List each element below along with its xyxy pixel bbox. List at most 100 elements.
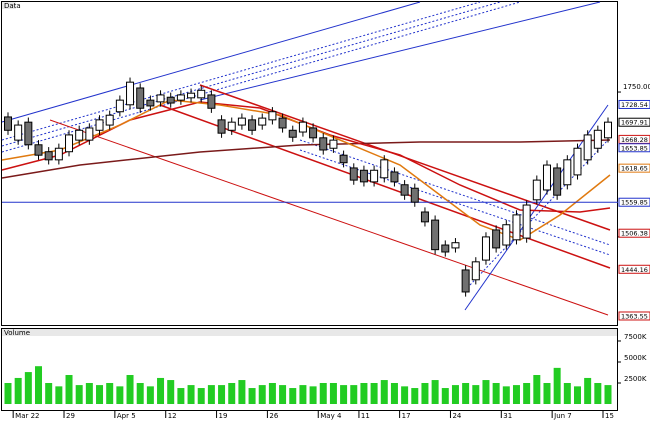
x-tick-label: May 4 xyxy=(320,412,342,420)
volume-bar xyxy=(502,386,510,404)
candle-body xyxy=(288,129,297,138)
volume-bar xyxy=(472,385,480,404)
volume-bar xyxy=(482,380,490,404)
x-tick-label: 12 xyxy=(168,412,177,420)
price-marker-label: 1618.65 xyxy=(621,165,648,173)
volume-bar xyxy=(187,385,195,404)
volume-bar xyxy=(563,382,571,404)
candle-body xyxy=(542,164,551,191)
channel-line xyxy=(1,1,421,123)
volume-bar xyxy=(126,375,134,404)
volume-bar xyxy=(4,382,12,404)
volume-bar xyxy=(573,386,581,404)
moving-average xyxy=(1,101,611,213)
candle-body xyxy=(268,111,277,121)
volume-title: Volume xyxy=(4,329,30,337)
price-marker-label: 1653.85 xyxy=(621,144,648,152)
volume-bar xyxy=(401,386,409,404)
volume-bar xyxy=(329,382,337,404)
candle-body xyxy=(481,236,490,261)
candle-body xyxy=(492,229,501,249)
volume-bar xyxy=(350,385,358,404)
volume-bar xyxy=(299,385,307,404)
volume-bar xyxy=(543,382,551,404)
volume-bar xyxy=(309,386,317,404)
volume-bar xyxy=(523,382,531,404)
x-tick-label: 31 xyxy=(503,412,512,420)
volume-bar xyxy=(218,385,226,404)
volume-bar xyxy=(65,375,73,404)
channel-line xyxy=(1,1,501,147)
price-marker xyxy=(618,228,650,238)
candle-body xyxy=(14,124,23,141)
price-marker-label: 1668.28 xyxy=(621,136,648,144)
y-tick-label: 5000K xyxy=(624,354,647,362)
candle-body xyxy=(471,261,480,281)
candle-body xyxy=(319,137,328,151)
candle-body xyxy=(329,139,338,149)
candle-body xyxy=(400,184,409,196)
volume-bar xyxy=(268,382,276,404)
candle-body xyxy=(420,211,429,223)
candle-body xyxy=(34,144,43,156)
volume-bar xyxy=(106,382,114,404)
candle-body xyxy=(309,127,318,139)
x-tick-label: 15 xyxy=(605,412,614,420)
candle-body xyxy=(339,154,348,164)
candle-body xyxy=(115,99,124,113)
volume-bar xyxy=(451,385,459,404)
price-marker xyxy=(618,311,650,321)
volume-bar xyxy=(197,388,205,404)
price-marker xyxy=(618,264,650,274)
y-tick-label: 2500K xyxy=(624,375,647,383)
volume-bar xyxy=(604,385,612,404)
price-title: Data xyxy=(4,2,21,10)
volume-bar xyxy=(533,375,541,404)
candle-body xyxy=(248,119,257,131)
price-marker-label: 1728.54 xyxy=(621,101,648,109)
channel-line xyxy=(299,149,611,256)
candle-body xyxy=(136,87,145,109)
volume-bar xyxy=(35,366,43,404)
candle-body xyxy=(176,94,185,101)
volume-bar xyxy=(136,382,144,404)
volume-bar xyxy=(279,385,287,404)
channel-line xyxy=(159,104,611,269)
candle-body xyxy=(4,116,12,131)
candle-body xyxy=(441,244,450,253)
volume-bar xyxy=(45,382,53,404)
volume-bar xyxy=(116,386,124,404)
candle-body xyxy=(105,114,114,126)
volume-bar xyxy=(319,382,327,404)
x-tick-label: Apr 5 xyxy=(117,412,136,420)
volume-bar xyxy=(553,367,561,404)
volume-bar xyxy=(411,388,419,404)
candle-body xyxy=(278,117,287,129)
candle-body xyxy=(512,214,521,241)
moving-average xyxy=(1,139,611,179)
volume-bar xyxy=(594,382,602,404)
candle-body xyxy=(95,119,104,131)
candle-body xyxy=(370,169,379,183)
candle-body xyxy=(24,121,33,146)
candle-body xyxy=(258,117,267,126)
candle-body xyxy=(75,129,84,141)
candle-body xyxy=(583,134,592,161)
candle-body xyxy=(359,169,368,183)
candle-body xyxy=(166,96,175,104)
volume-bar xyxy=(370,382,378,404)
volume-header xyxy=(2,329,617,336)
candle-body xyxy=(85,127,94,141)
channel-line xyxy=(1,1,481,141)
volume-bar xyxy=(238,380,246,404)
volume-bar xyxy=(340,385,348,404)
channel-line xyxy=(469,139,609,286)
price-marker-label: 1506.38 xyxy=(621,230,648,238)
volume-bar xyxy=(248,388,256,404)
volume-bar xyxy=(14,377,22,404)
volume-bar xyxy=(380,380,388,404)
candle-body xyxy=(461,269,470,293)
x-tick-label: 24 xyxy=(452,412,461,420)
candle-body xyxy=(431,219,440,251)
volume-bar xyxy=(512,385,520,404)
